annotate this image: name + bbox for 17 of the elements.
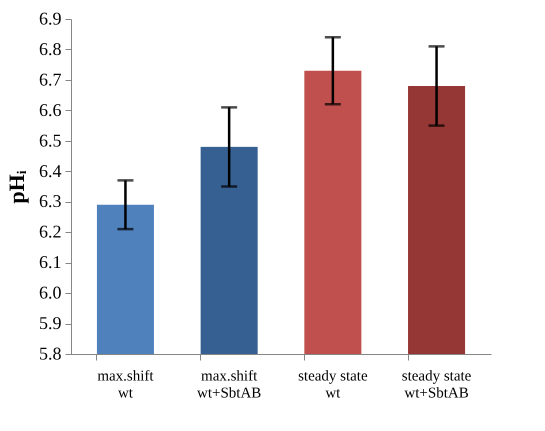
y-tick-label: 6.8 [39,38,62,59]
y-tick-label: 5.8 [39,344,62,364]
y-tick-label: 5.9 [39,313,62,334]
y-tick-label: 6.3 [39,191,62,212]
x-tick-label: max.shift wt [97,368,154,402]
x-tick-label: steady state wt [298,368,368,402]
y-tick-label: 6.0 [39,282,62,303]
y-tick-label: 6.2 [39,222,62,242]
y-tick-label: 6.6 [39,100,62,120]
y-tick-label: 6.4 [39,160,62,181]
y-tick-label: 6.1 [39,252,62,272]
y-tick-label: 6.7 [39,69,62,90]
y-tick-label: 6.5 [39,130,62,150]
y-axis-title: pHᵢ [4,170,29,204]
y-tick-label: 6.9 [39,8,62,28]
x-tick-label: steady state wt+SbtAB [402,368,472,402]
x-tick-label: max.shift wt+SbtAB [196,368,262,402]
